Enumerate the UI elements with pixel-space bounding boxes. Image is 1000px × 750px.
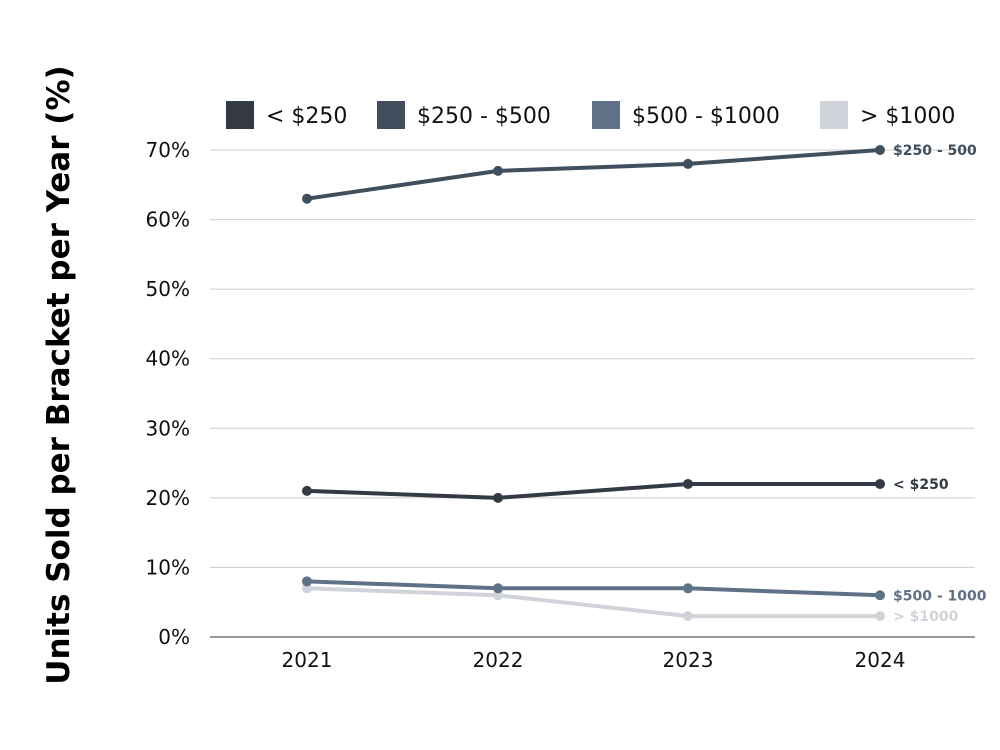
y-tick-label: 0% (158, 625, 190, 649)
data-point (875, 611, 885, 622)
legend-swatch (820, 101, 848, 129)
data-point (875, 478, 885, 489)
legend-label: $250 - $500 (417, 104, 551, 129)
data-point (683, 583, 693, 594)
data-point (493, 583, 503, 594)
legend-label: > $1000 (860, 104, 955, 129)
legend-swatch (592, 101, 620, 129)
legend-label: < $250 (266, 104, 347, 129)
data-point (493, 165, 503, 176)
data-point (875, 590, 885, 601)
y-tick-label: 50% (146, 277, 190, 301)
x-tick-labels: 2021 2022 2023 2024 (282, 648, 906, 672)
data-point (493, 590, 503, 601)
x-tick-label: 2023 (663, 648, 714, 672)
end-labels: > $1000 $500 - 1000 < $250 $250 - 500 (893, 143, 987, 625)
x-tick-label: 2021 (282, 648, 333, 672)
y-axis-title: Units Sold per Bracket per Year (%) (41, 65, 77, 684)
data-point (683, 158, 693, 169)
y-tick-label: 20% (146, 486, 190, 510)
x-tick-label: 2024 (855, 648, 906, 672)
series-line (305, 148, 882, 201)
series-line (305, 481, 882, 500)
data-point (302, 576, 312, 587)
data-point (302, 583, 312, 594)
series-end-label: $500 - 1000 (893, 588, 987, 604)
grid-lines (210, 149, 975, 638)
y-tick-label: 10% (146, 555, 190, 579)
series-line (305, 579, 882, 598)
data-point (683, 611, 693, 622)
data-point (302, 485, 312, 496)
data-point (683, 478, 693, 489)
series-end-label: $250 - 500 (893, 143, 977, 159)
x-tick-label: 2022 (473, 648, 524, 672)
data-point (302, 193, 312, 204)
y-tick-label: 70% (146, 138, 190, 162)
data-point (875, 145, 885, 155)
y-tick-labels: 0% 10% 20% 30% 40% 50% 60% 70% (146, 138, 190, 649)
data-point (493, 492, 503, 503)
legend: < $250 $250 - $500 $500 - $1000 > $1000 (226, 101, 955, 129)
legend-swatch (226, 101, 254, 129)
y-tick-label: 40% (146, 347, 190, 371)
y-tick-label: 60% (146, 208, 190, 232)
series-end-label: > $1000 (893, 609, 959, 625)
legend-swatch (377, 101, 405, 129)
series-end-label: < $250 (893, 477, 949, 493)
y-tick-label: 30% (146, 416, 190, 440)
legend-label: $500 - $1000 (632, 104, 780, 129)
series-line (305, 586, 882, 619)
series-lines (302, 145, 885, 622)
